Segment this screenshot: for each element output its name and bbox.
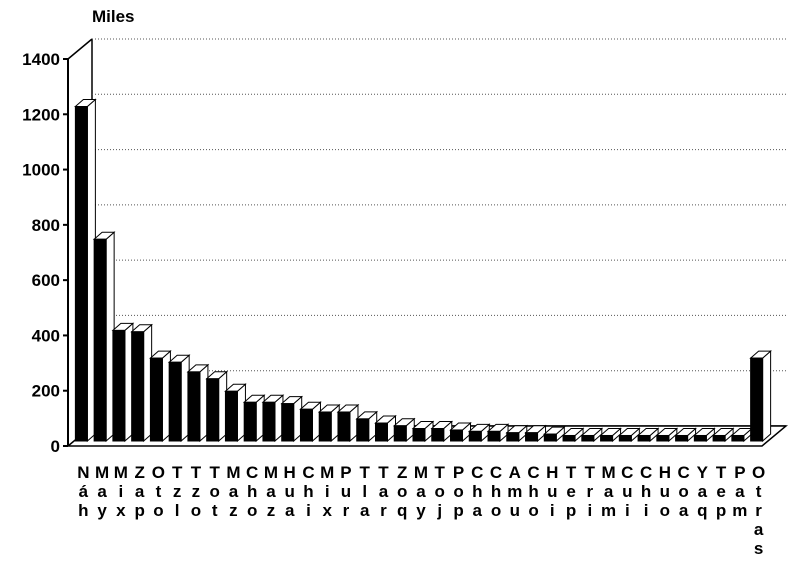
bar xyxy=(94,239,106,441)
bar xyxy=(713,435,725,441)
axis-corner xyxy=(68,39,92,59)
bar xyxy=(544,434,556,441)
y-tick-label: 1200 xyxy=(22,105,60,124)
y-tick-label: 400 xyxy=(32,326,60,345)
bar xyxy=(619,435,631,441)
chart: Miles 0 200 400 600 800 1000 1200 1400 Náh May Mix… xyxy=(0,0,788,569)
bar xyxy=(451,430,463,441)
y-tick-label: 0 xyxy=(51,437,60,456)
bar xyxy=(601,435,613,441)
bar xyxy=(638,435,650,441)
bar xyxy=(113,330,125,441)
bar xyxy=(338,412,350,441)
bar xyxy=(244,402,256,441)
bar xyxy=(132,332,144,441)
bar xyxy=(432,429,444,441)
y-tick-label: 600 xyxy=(32,271,60,290)
bar-side xyxy=(763,351,771,441)
bar xyxy=(75,107,87,441)
bar xyxy=(469,431,481,441)
bar xyxy=(207,379,219,441)
bar xyxy=(394,426,406,441)
bar xyxy=(263,402,275,441)
bar xyxy=(225,391,237,441)
bar xyxy=(282,404,294,441)
bar xyxy=(732,435,744,441)
bar xyxy=(676,435,688,441)
y-tick-label: 1000 xyxy=(22,161,60,180)
bar xyxy=(413,429,425,441)
bar xyxy=(375,423,387,441)
bar xyxy=(169,362,181,441)
bar xyxy=(694,435,706,441)
bar xyxy=(150,358,162,441)
y-tick-label: 1400 xyxy=(22,50,60,69)
y-tick-label: 200 xyxy=(32,382,60,401)
bar xyxy=(188,372,200,441)
y-axis-label: Miles xyxy=(92,7,135,26)
bar xyxy=(563,435,575,441)
bar xyxy=(507,433,519,441)
bar xyxy=(357,419,369,441)
bar xyxy=(488,431,500,441)
bar xyxy=(319,412,331,441)
bar xyxy=(300,409,312,441)
bar xyxy=(582,435,594,441)
bar xyxy=(526,433,538,441)
bar xyxy=(751,358,763,441)
y-tick-label: 800 xyxy=(32,216,60,235)
bar xyxy=(657,435,669,441)
